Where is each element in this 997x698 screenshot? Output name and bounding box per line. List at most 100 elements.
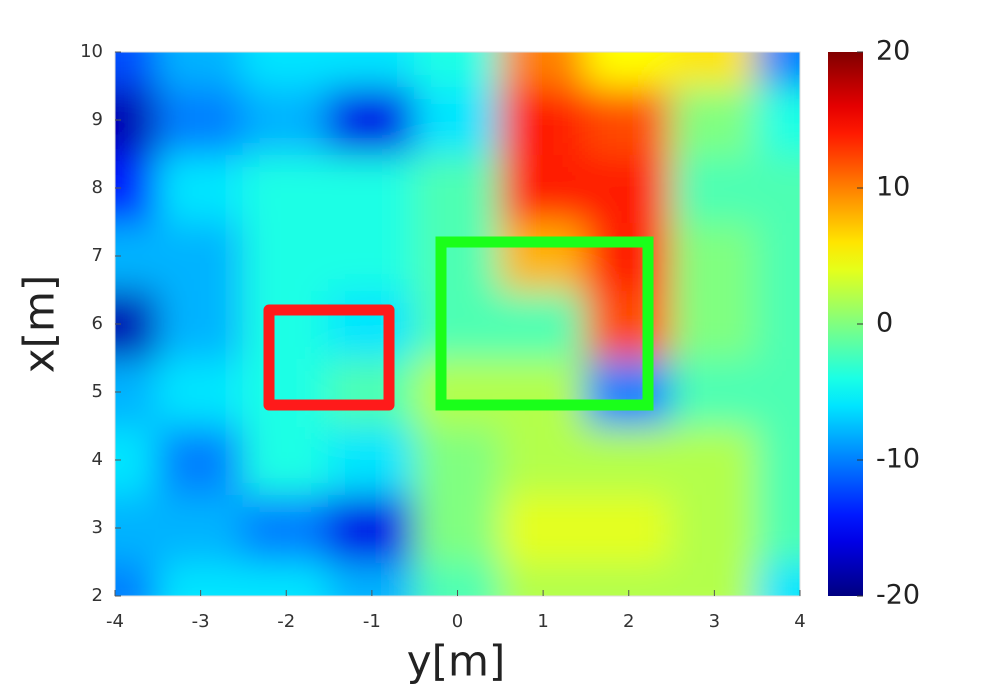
y-axis-label: x[m]: [15, 275, 64, 374]
heat-cell: [115, 357, 159, 427]
heat-cell: [242, 425, 331, 495]
y-tick-label: 10: [80, 41, 103, 62]
heat-cell: [670, 357, 759, 427]
x-tick-label: 2: [623, 611, 634, 632]
heat-cell: [584, 85, 673, 155]
heat-cell: [584, 493, 673, 563]
colorbar-tick-label: -20: [876, 580, 920, 611]
x-tick-label: -1: [363, 611, 381, 632]
heat-cell: [584, 153, 673, 223]
x-tick-label: -4: [106, 611, 124, 632]
heat-cell: [156, 493, 245, 563]
heat-cell: [156, 153, 245, 223]
heat-cell: [242, 52, 331, 87]
heat-cell: [756, 221, 800, 291]
heat-cell: [584, 289, 673, 359]
y-tick-label: 6: [92, 313, 103, 334]
colorbar-tick-label: -10: [876, 444, 920, 475]
heat-cell: [499, 289, 587, 359]
heat-cell: [328, 153, 416, 223]
y-tick-label: 7: [92, 245, 103, 266]
heat-cell: [413, 85, 502, 155]
heat-cell: [156, 289, 245, 359]
heat-cell: [156, 52, 245, 87]
x-tick-label: -2: [277, 611, 295, 632]
heat-cell: [584, 425, 673, 495]
heat-cell: [115, 85, 159, 155]
heat-cell: [242, 85, 331, 155]
y-tick-label: 3: [92, 517, 103, 538]
heat-cell: [413, 153, 502, 223]
heat-cell: [328, 425, 416, 495]
heat-cell: [499, 357, 587, 427]
x-tick-label: 1: [537, 611, 548, 632]
x-tick-label: 0: [452, 611, 463, 632]
x-axis-label: y[m]: [407, 637, 506, 686]
heat-cell: [115, 52, 159, 87]
y-tick-label: 4: [92, 449, 103, 470]
heat-cell: [328, 493, 416, 563]
heat-cell: [115, 425, 159, 495]
heatmap: [115, 52, 800, 596]
colorbar-tick-label: 10: [876, 172, 910, 203]
heat-cell: [756, 561, 800, 596]
colorbar-tick-label: 0: [876, 308, 893, 339]
heat-cell: [756, 289, 800, 359]
heat-cell: [242, 153, 331, 223]
heat-cell: [413, 52, 502, 87]
heat-cell: [115, 493, 159, 563]
x-tick-label: -3: [192, 611, 210, 632]
heat-cell: [670, 153, 759, 223]
heat-cell: [413, 221, 502, 291]
heat-cell: [242, 357, 331, 427]
heat-cell: [156, 357, 245, 427]
x-tick-label: 4: [794, 611, 805, 632]
heat-cell: [413, 425, 502, 495]
heat-cell: [756, 52, 800, 87]
y-tick-label: 2: [92, 585, 103, 606]
y-tick-label: 8: [92, 177, 103, 198]
heat-cell: [756, 153, 800, 223]
heat-cell: [756, 357, 800, 427]
heat-cell: [156, 85, 245, 155]
heat-cell: [413, 493, 502, 563]
heat-cell: [115, 289, 159, 359]
green-region: [435, 236, 654, 411]
heat-cell: [499, 425, 587, 495]
heat-cell: [413, 289, 502, 359]
y-tick-label: 5: [92, 381, 103, 402]
colorbar-tick-label: 20: [876, 36, 910, 67]
heat-cell: [413, 357, 502, 427]
heat-cell: [756, 425, 800, 495]
heat-cell: [115, 561, 159, 596]
heat-cell: [328, 221, 416, 291]
red-region: [263, 304, 395, 411]
heat-cell: [499, 493, 587, 563]
heat-cell: [328, 289, 416, 359]
heat-cell: [584, 221, 673, 291]
heat-cell: [499, 85, 587, 155]
heat-cell: [242, 289, 331, 359]
heat-cell: [328, 357, 416, 427]
heat-cell: [328, 85, 416, 155]
heat-cell: [156, 425, 245, 495]
heat-cell: [242, 493, 331, 563]
heat-cell: [115, 221, 159, 291]
heat-cell: [499, 221, 587, 291]
heat-cell: [499, 52, 587, 87]
y-tick-label: 9: [92, 109, 103, 130]
heat-cell: [328, 52, 416, 87]
x-tick-label: 3: [709, 611, 720, 632]
heat-cell: [156, 221, 245, 291]
heat-cell: [499, 153, 587, 223]
heat-cell: [584, 52, 673, 87]
heat-cell: [756, 85, 800, 155]
heat-cell: [670, 52, 759, 87]
heat-cell: [670, 85, 759, 155]
heat-cell: [756, 493, 800, 563]
heat-cell: [115, 153, 159, 223]
heat-cell: [670, 221, 759, 291]
heat-cell: [584, 357, 673, 427]
heat-cell: [670, 289, 759, 359]
